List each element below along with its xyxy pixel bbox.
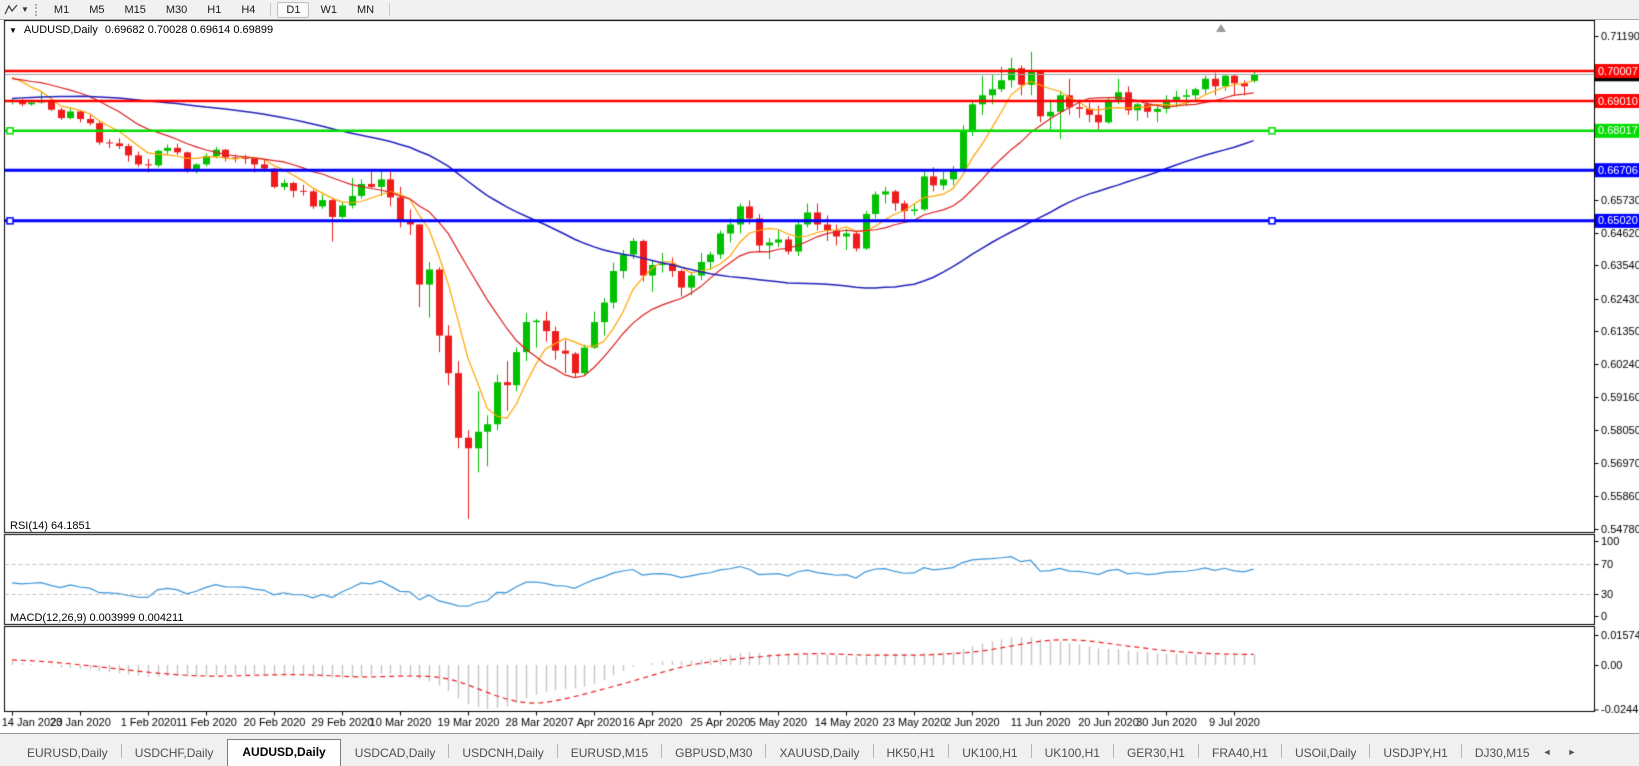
chart-title-symbol: AUDUSD,Daily — [23, 24, 98, 36]
chart-tool-dropdown-icon[interactable]: ▼ — [21, 5, 29, 14]
tab-uk100-h1[interactable]: UK100,H1 — [1044, 746, 1100, 760]
timeframe-button-m30[interactable]: M30 — [165, 3, 188, 16]
tab-separator — [1369, 744, 1371, 758]
tabs-scroll-right-icon[interactable]: ► — [1567, 747, 1577, 757]
tab-separator — [661, 744, 663, 758]
tab-usdchf-daily[interactable]: USDCHF,Daily — [134, 746, 214, 760]
tab-dj30-m15[interactable]: DJ30,M15 — [1474, 746, 1530, 760]
chart-tool-icon[interactable] — [1, 2, 21, 17]
toolbar-separator — [270, 3, 272, 16]
tab-separator — [948, 744, 950, 758]
tab-usdcad-daily[interactable]: USDCAD,Daily — [354, 746, 436, 760]
tab-usdjpy-h1[interactable]: USDJPY,H1 — [1383, 746, 1448, 760]
timeframe-button-h1[interactable]: H1 — [207, 3, 222, 16]
chart-region: ▼ AUDUSD,Daily 0.69682 0.70028 0.69614 0… — [0, 20, 1639, 733]
tab-separator — [120, 744, 122, 758]
chart-title-collapse-icon[interactable]: ▼ — [9, 25, 17, 35]
timeframe-button-h4[interactable]: H4 — [241, 3, 256, 16]
timeframe-button-m1[interactable]: M1 — [53, 3, 70, 16]
tab-ger30-h1[interactable]: GER30,H1 — [1126, 746, 1185, 760]
rsi-indicator-label: RSI(14) 64.1851 — [10, 520, 91, 532]
timeframe-toolbar: ▼ M1 M5 M15 M30 H1 H4 D1 W1 MN — [0, 0, 1639, 20]
tab-audusd-daily[interactable]: AUDUSD,Daily — [227, 739, 341, 766]
tab-usoil-daily[interactable]: USOil,Daily — [1295, 746, 1357, 760]
tab-hk50-h1[interactable]: HK50,H1 — [886, 746, 936, 760]
macd-indicator-label: MACD(12,26,9) 0.003999 0.004211 — [10, 612, 184, 624]
timeframe-button-w1[interactable]: W1 — [320, 3, 337, 16]
chart-title[interactable]: ▼ AUDUSD,Daily 0.69682 0.70028 0.69614 0… — [9, 24, 273, 36]
toolbar-grip[interactable] — [34, 3, 37, 16]
tab-separator — [765, 744, 767, 758]
chart-tabs-bar: EURUSD,Daily USDCHF,Daily AUDUSD,Daily USDC… — [0, 733, 1639, 766]
tabs-scroll-left-icon[interactable]: ◄ — [1542, 747, 1552, 757]
timeframe-button-m5[interactable]: M5 — [89, 3, 105, 16]
tab-eurusd-m15[interactable]: EURUSD,M15 — [570, 746, 649, 760]
chart-canvas[interactable] — [0, 20, 1639, 733]
tab-separator — [1460, 744, 1462, 758]
timeframe-button-mn[interactable]: MN — [356, 3, 375, 16]
tab-separator — [1197, 744, 1199, 758]
tab-usdcnh-daily[interactable]: USDCNH,Daily — [462, 746, 544, 760]
tab-separator — [448, 744, 450, 758]
tab-fra40-h1[interactable]: FRA40,H1 — [1211, 746, 1269, 760]
tab-separator — [1281, 744, 1283, 758]
toolbar-separator — [389, 3, 391, 16]
tab-separator — [872, 744, 874, 758]
timeframe-button-m15[interactable]: M15 — [124, 3, 146, 16]
timeframe-button-d1[interactable]: D1 — [277, 1, 310, 18]
tab-xauusd-daily[interactable]: XAUUSD,Daily — [779, 746, 860, 760]
tab-separator — [556, 744, 558, 758]
tab-separator — [1112, 744, 1114, 758]
chart-title-ohlc: 0.69682 0.70028 0.69614 0.69899 — [104, 24, 274, 36]
tab-eurusd-daily[interactable]: EURUSD,Daily — [27, 746, 108, 760]
tab-gbpusd-m30[interactable]: GBPUSD,M30 — [675, 746, 753, 760]
tab-uk100-h1[interactable]: UK100,H1 — [962, 746, 1018, 760]
tab-separator — [1030, 744, 1032, 758]
